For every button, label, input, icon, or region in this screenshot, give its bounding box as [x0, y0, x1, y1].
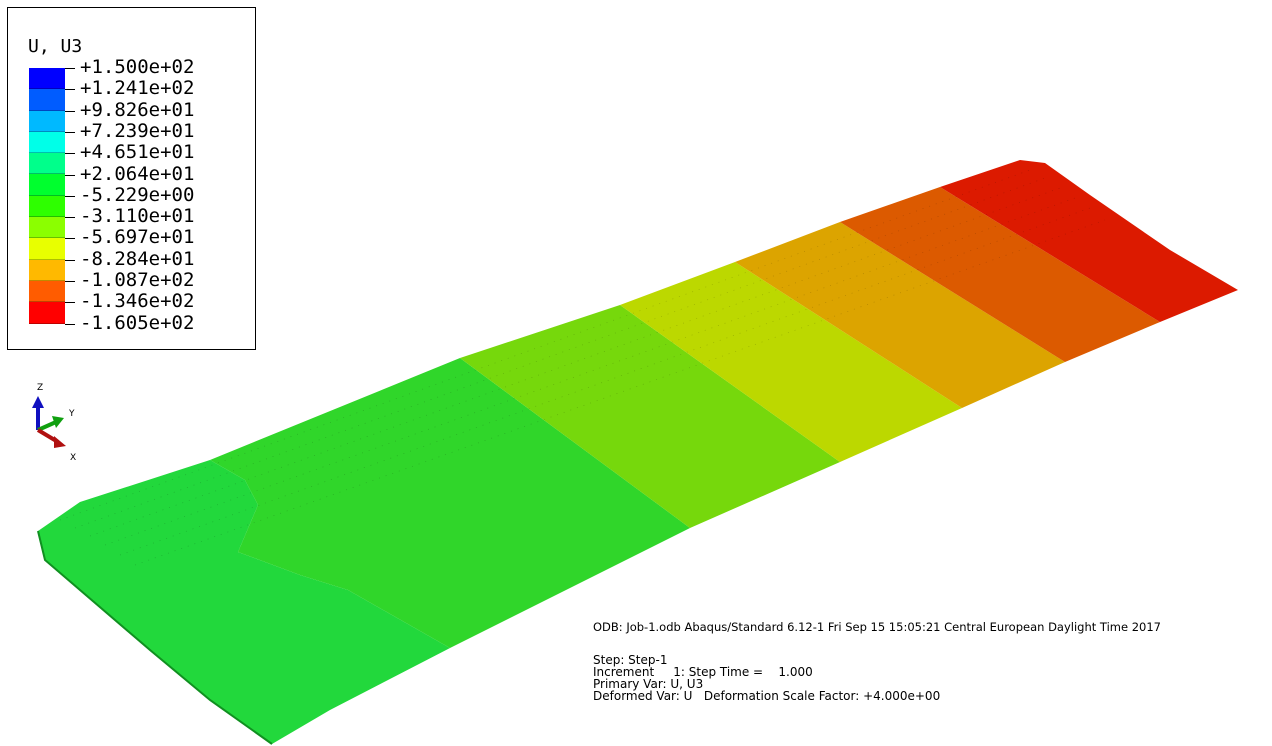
legend-swatch	[29, 110, 65, 132]
legend-value: -5.697e+01	[80, 226, 195, 249]
legend-swatch	[29, 238, 65, 260]
legend-value: +2.064e+01	[80, 162, 195, 185]
x-axis-head	[54, 436, 66, 448]
legend-tick	[65, 131, 75, 133]
legend-value: +4.651e+01	[80, 141, 195, 164]
x-axis-label: X	[70, 453, 76, 463]
legend-value: +7.239e+01	[80, 119, 195, 142]
legend-value: -1.346e+02	[80, 290, 195, 313]
legend-tick	[65, 217, 75, 219]
legend-tick	[65, 153, 75, 155]
legend-value: -8.284e+01	[80, 247, 195, 270]
legend-tick	[65, 195, 75, 197]
legend-tick	[65, 259, 75, 261]
legend-tick	[65, 281, 75, 282]
contour-band-2	[210, 358, 690, 648]
legend-value: +1.500e+02	[80, 56, 195, 78]
odb-line: ODB: Job-1.odb Abaqus/Standard 6.12-1 Fr…	[593, 620, 1161, 634]
legend-value: +9.826e+01	[80, 98, 195, 121]
step-info: Step: Step-1 Increment 1: Step Time = 1.0…	[593, 654, 1161, 702]
legend-swatch	[29, 89, 65, 111]
legend-value: -1.087e+02	[80, 269, 195, 291]
primary-var-line: Primary Var: U, U3	[593, 677, 704, 691]
legend-tick	[65, 68, 75, 69]
legend-swatch	[29, 174, 65, 196]
legend-value: -1.605e+02	[80, 311, 195, 334]
contour-band-5	[735, 222, 1065, 408]
legend-swatch	[29, 153, 65, 175]
legend-swatch	[29, 259, 65, 281]
legend-title: U, U3	[28, 36, 83, 57]
legend-tick	[65, 174, 75, 176]
legend-tick	[65, 89, 75, 91]
legend-swatch	[29, 280, 65, 303]
legend-swatch	[29, 68, 65, 90]
contour-band-6	[840, 187, 1160, 362]
legend-value: +1.241e+02	[80, 77, 195, 100]
contour-legend: U, U3 +1.500e+02 +1.241e+02 +9.826e+01 +7.2…	[7, 7, 256, 350]
z-axis-head	[32, 396, 44, 408]
contour-band-1	[38, 460, 450, 744]
contour-band-7	[940, 160, 1238, 322]
job-info: ODB: Job-1.odb Abaqus/Standard 6.12-1 Fr…	[593, 620, 1161, 702]
deformed-var-line: Deformed Var: U Deformation Scale Factor…	[593, 689, 941, 703]
legend-value: -3.110e+01	[80, 205, 195, 228]
legend-tick	[65, 238, 75, 240]
wing-contour-plot	[37, 160, 1238, 745]
contour-band-4	[620, 262, 962, 462]
z-axis-label: Z	[37, 383, 43, 393]
y-axis-arrow	[37, 420, 57, 432]
coordinate-triad: Z Y X	[32, 383, 76, 463]
legend-tick	[65, 323, 75, 325]
y-axis-head	[52, 416, 64, 428]
root-edge	[37, 530, 273, 745]
legend-value: -5.229e+00	[80, 183, 195, 206]
contour-band-3	[460, 305, 840, 528]
step-line: Step: Step-1	[593, 653, 668, 667]
legend-tick	[65, 302, 75, 304]
legend-swatch	[29, 131, 65, 154]
legend-tick	[65, 110, 75, 112]
legend-swatch	[29, 302, 65, 324]
legend-swatch	[29, 195, 65, 218]
y-axis-label: Y	[68, 409, 75, 419]
legend-swatch	[29, 217, 65, 239]
increment-line: Increment 1: Step Time = 1.000	[593, 665, 813, 679]
legend-color-bar	[29, 68, 65, 324]
